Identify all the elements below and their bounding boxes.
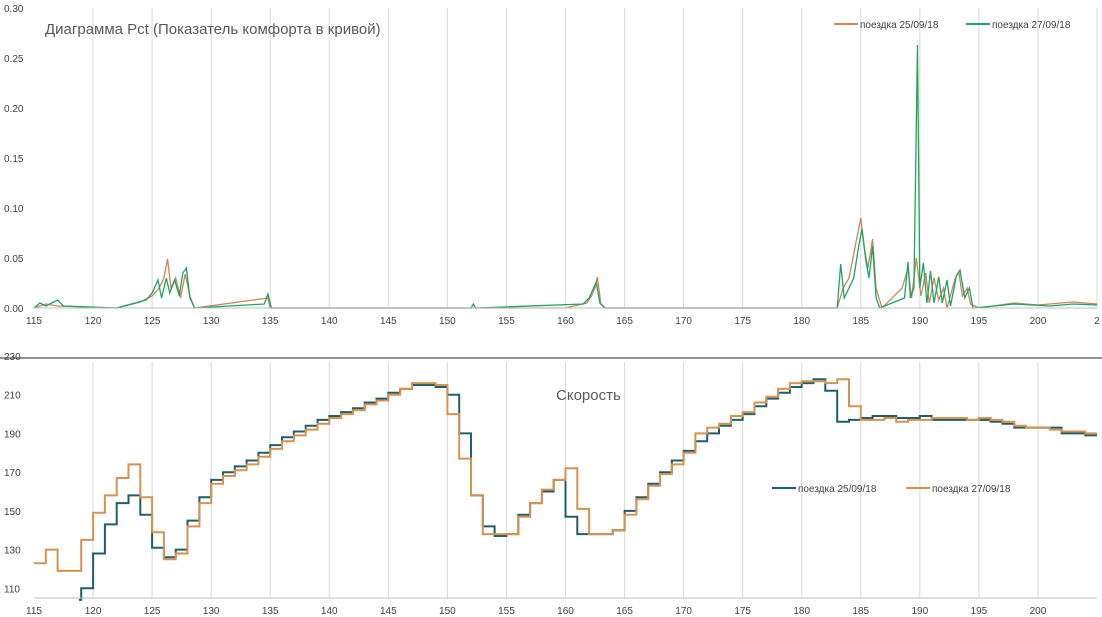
bottom-y-tick-label: 110: [4, 584, 20, 595]
bottom-x-tick-label: 195: [971, 606, 988, 617]
bottom-x-tick-label: 155: [498, 606, 515, 617]
bottom-x-tick-label: 125: [144, 606, 161, 617]
top-x-tick-label: 175: [734, 316, 751, 327]
top-y-tick-label: 0.25: [4, 54, 24, 65]
bottom-y-tick-label: 150: [4, 507, 21, 518]
top-x-tick-label: 165: [616, 316, 633, 327]
bottom-y-tick-label: 130: [4, 546, 21, 557]
bottom-series-line-1: [78, 378, 1097, 601]
top-x-tick-label: 160: [557, 316, 574, 327]
top-y-tick-label: 0.15: [4, 154, 24, 165]
bottom-x-tick-label: 115: [26, 606, 42, 617]
top-y-tick-label: 0.00: [4, 304, 24, 315]
bottom-x-tick-label: 135: [262, 606, 279, 617]
bottom-chart-title: Скорость: [556, 387, 621, 404]
top-y-tick-label: 0.05: [4, 254, 24, 265]
bottom-x-tick-label: 190: [911, 606, 928, 617]
top-x-tick-label: 150: [439, 316, 456, 327]
top-x-tick-label: 185: [852, 316, 869, 327]
top-x-tick-label: 125: [144, 316, 161, 327]
top-y-tick-label: 0.30: [4, 4, 24, 15]
bottom-x-tick-label: 140: [321, 606, 338, 617]
comfort-index-chart: 115 120 125 130 135 140 145 150 155 160 165 170 175 1…: [4, 4, 1100, 327]
top-x-tick-label: 135: [262, 316, 279, 327]
top-x-tick-label: 155: [498, 316, 515, 327]
speed-chart: 115 120 125 130 135 140 145 150 155 160 165 170 175 1…: [4, 352, 1097, 617]
bottom-series-group: [34, 378, 1097, 601]
bottom-x-tick-label: 160: [557, 606, 574, 617]
bottom-x-tick-label: 150: [439, 606, 456, 617]
top-x-tick-label: 200: [1030, 316, 1047, 327]
top-legend-label-2: поездка 27/09/18: [992, 20, 1071, 31]
top-legend: поездка 25/09/18 поездка 27/09/18: [834, 20, 1071, 31]
top-legend-label-1: поездка 25/09/18: [860, 20, 939, 31]
bottom-legend-label-2: поездка 27/09/18: [932, 484, 1011, 495]
bottom-legend: поездка 25/09/18 поездка 27/09/18: [772, 484, 1011, 495]
top-gridlines: [92, 8, 1098, 308]
top-x-tick-label: 170: [675, 316, 692, 327]
bottom-y-tick-labels: 230 210 190 170 150 130 110: [4, 352, 21, 595]
bottom-x-tick-label: 145: [380, 606, 397, 617]
bottom-x-tick-label: 185: [852, 606, 869, 617]
top-y-tick-label: 0.20: [4, 104, 24, 115]
bottom-x-tick-label: 175: [734, 606, 751, 617]
top-x-tick-label: 115: [26, 316, 42, 327]
top-x-tick-label: 2: [1094, 316, 1100, 327]
bottom-x-tick-label: 120: [85, 606, 102, 617]
bottom-x-tick-label: 200: [1030, 606, 1047, 617]
top-x-tick-label: 120: [85, 316, 102, 327]
bottom-x-tick-label: 165: [616, 606, 633, 617]
top-x-tick-label: 145: [380, 316, 397, 327]
bottom-y-tick-label: 170: [4, 468, 21, 479]
bottom-y-tick-label: 230: [4, 352, 21, 363]
top-x-tick-label: 180: [793, 316, 810, 327]
top-series-line-2: [33, 44, 1098, 309]
bottom-x-tick-labels: 115 120 125 130 135 140 145 150 155 160 165 170 175 1…: [26, 606, 1047, 617]
bottom-x-tick-label: 180: [793, 606, 810, 617]
top-chart-title: Диаграмма Pct (Показатель комфорта в кри…: [45, 21, 381, 38]
top-x-tick-label: 195: [971, 316, 988, 327]
top-x-tick-labels: 115 120 125 130 135 140 145 150 155 160 165 170 175 1…: [26, 316, 1100, 327]
top-x-tick-label: 140: [321, 316, 338, 327]
bottom-y-tick-label: 190: [4, 429, 21, 440]
top-x-tick-label: 190: [911, 316, 928, 327]
top-series-group: [33, 44, 1098, 310]
bottom-legend-label-1: поездка 25/09/18: [798, 484, 877, 495]
top-y-tick-labels: 0.30 0.25 0.20 0.15 0.10 0.05 0.00: [4, 4, 24, 315]
bottom-y-tick-label: 210: [4, 391, 21, 402]
top-y-tick-label: 0.10: [4, 204, 24, 215]
bottom-x-tick-label: 130: [203, 606, 220, 617]
bottom-series-line-2: [34, 378, 1097, 572]
bottom-x-tick-label: 170: [675, 606, 692, 617]
top-x-tick-label: 130: [203, 316, 220, 327]
